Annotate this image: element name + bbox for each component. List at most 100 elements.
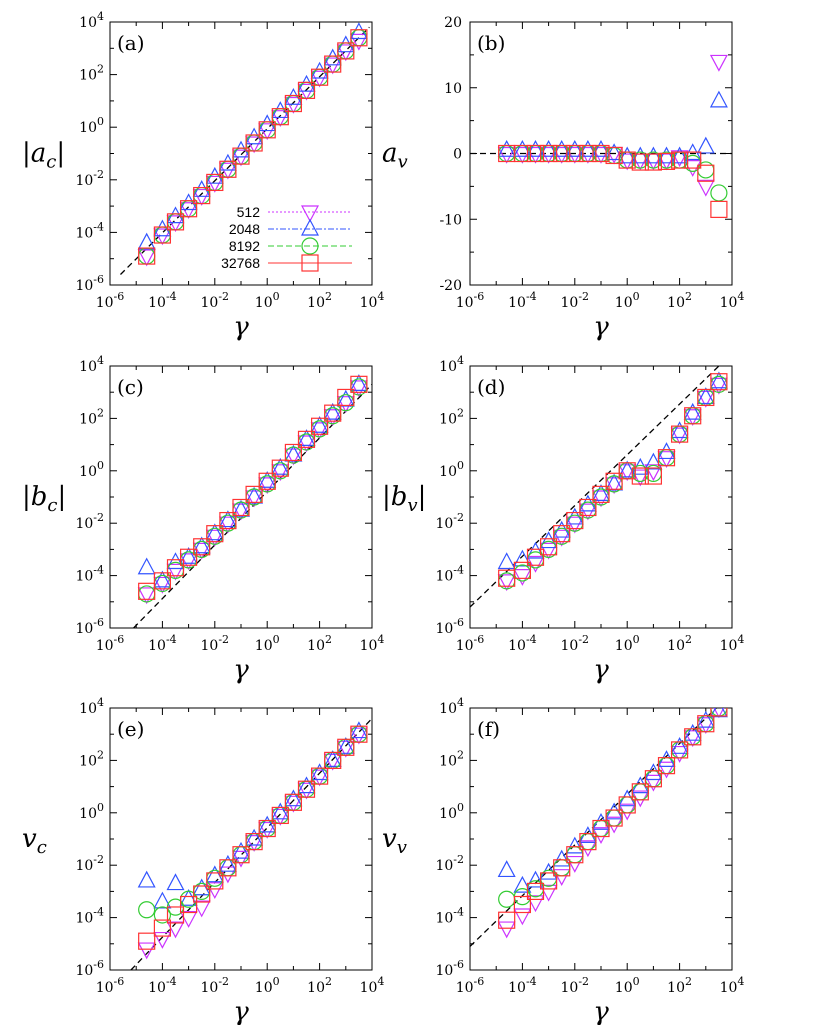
data-point: [709, 371, 728, 389]
x-tick-label: 102: [307, 975, 332, 996]
data-point: [683, 730, 702, 748]
data-point: [297, 81, 316, 99]
data-point: [137, 557, 156, 575]
x-tick-label-base: 10: [307, 295, 325, 311]
data-point: [497, 139, 516, 157]
x-tick-label-base: 10: [720, 638, 738, 654]
data-point: [605, 146, 623, 165]
data-point: [137, 870, 156, 888]
x-tick-label: 100: [615, 975, 640, 996]
y-tick-label: 20: [444, 15, 462, 31]
y-tick-label-exponent: -6: [453, 958, 464, 971]
x-tick-label-exponent: -2: [578, 633, 589, 646]
data-point: [618, 146, 637, 164]
data-point: [323, 402, 342, 420]
x-tick-label-base: 10: [615, 638, 633, 654]
data-point: [137, 587, 156, 605]
x-tick-label-exponent: 0: [273, 633, 280, 646]
y-tick-label: 100: [79, 459, 104, 480]
data-point: [592, 146, 610, 164]
plot-area: [470, 366, 728, 608]
data-point: [232, 147, 250, 165]
data-point: [310, 422, 329, 440]
x-tick-label-base: 10: [720, 295, 738, 311]
legend-label: 2048: [229, 221, 260, 237]
data-point: [310, 769, 329, 787]
x-tick-label-exponent: -2: [578, 290, 589, 303]
x-tick-label-exponent: -6: [114, 633, 125, 646]
x-axis-label: γ: [593, 997, 609, 1025]
y-tick-label: 10-4: [75, 564, 104, 585]
x-tick-label: 10-4: [508, 290, 537, 311]
x-tick-label: 10-6: [456, 633, 485, 654]
data-point: [710, 200, 728, 218]
y-tick-label-exponent: -2: [93, 853, 104, 866]
data-point: [539, 538, 558, 556]
y-tick-label: 10-4: [435, 564, 464, 585]
data-point: [644, 153, 663, 171]
data-point: [592, 485, 610, 503]
x-tick-label-exponent: 0: [633, 975, 640, 988]
data-point: [219, 160, 237, 178]
data-point: [297, 776, 316, 794]
x-tick-label-base: 10: [255, 638, 273, 654]
x-tick-label-base: 10: [201, 295, 219, 311]
data-point: [644, 774, 663, 792]
y-tick-label-base: 10: [75, 621, 93, 637]
data-point: [696, 387, 715, 405]
data-point: [709, 90, 728, 108]
data-point: [631, 153, 649, 171]
data-point: [153, 906, 171, 924]
data-point: [565, 855, 584, 873]
x-tick-label: 10-4: [148, 633, 177, 654]
data-point: [618, 796, 636, 814]
x-tick-label: 104: [720, 290, 745, 311]
x-tick-label-exponent: 0: [273, 290, 280, 303]
data-point: [618, 464, 637, 482]
panel-e: 10-6 10-4 10-2 100 102 10410-610-410-21001021…: [22, 696, 384, 1027]
x-tick-label-exponent: 4: [737, 633, 744, 646]
data-point: [311, 767, 329, 785]
y-tick-label-base: 10: [435, 963, 453, 979]
data-point: [566, 846, 584, 864]
panel-label: (a): [117, 31, 145, 55]
data-point: [644, 452, 663, 470]
data-point: [153, 572, 171, 590]
y-axis-label: vv: [382, 824, 407, 858]
x-tick-label-base: 10: [508, 638, 526, 654]
x-tick-label: 10-4: [508, 633, 537, 654]
x-tick-label: 104: [720, 975, 745, 996]
data-point: [526, 555, 545, 573]
x-tick-label-base: 10: [201, 980, 219, 996]
y-tick-label-base: 10: [79, 464, 97, 480]
x-tick-label-base: 10: [667, 980, 685, 996]
x-tick-label-exponent: -6: [114, 290, 125, 303]
legend-label: 32768: [221, 255, 260, 271]
data-point: [552, 146, 571, 164]
data-point: [644, 146, 663, 164]
data-point: [497, 552, 516, 570]
y-tick-label-base: 10: [439, 753, 457, 769]
x-tick-label: 10-6: [456, 290, 485, 311]
x-tick-label-base: 10: [96, 638, 114, 654]
data-point: [245, 833, 263, 851]
data-point: [566, 144, 584, 163]
y-tick-label-exponent: 2: [97, 406, 104, 419]
data-point: [697, 715, 715, 733]
data-point: [166, 213, 185, 231]
x-tick-label-base: 10: [360, 295, 378, 311]
data-point: [232, 850, 250, 868]
data-point: [192, 542, 211, 560]
x-tick-label-exponent: 2: [325, 290, 332, 303]
x-axis-label: γ: [233, 997, 249, 1025]
data-point: [271, 459, 289, 477]
x-tick-label: 104: [360, 290, 385, 311]
data-point: [245, 828, 264, 846]
data-point: [565, 516, 584, 534]
data-point: [350, 725, 368, 743]
panel-label: (c): [117, 375, 144, 399]
data-point: [552, 529, 571, 547]
x-tick-label-base: 10: [720, 980, 738, 996]
